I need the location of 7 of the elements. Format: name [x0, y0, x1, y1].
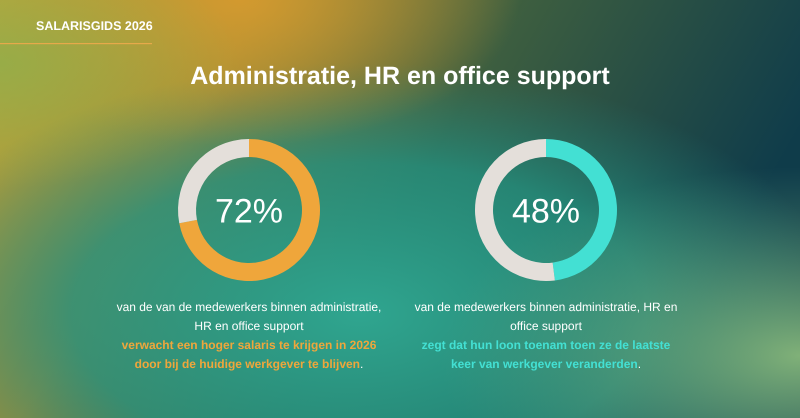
- text: Administratie, HR en office support: [189, 62, 611, 91]
- text: SALARISGIDS 2026: [36, 19, 153, 33]
- data-label: 48%: [512, 192, 580, 230]
- text: zegt dat hun loon toenam toen ze de laatste keer van werkgever veranderden.: [422, 338, 670, 371]
- text: verwacht een hoger salaris te krijgen in 2026 door bij de huidige werkgever te blijven.: [122, 338, 376, 371]
- donut-slice: [179, 139, 320, 281]
- data-label: 72%: [214, 192, 284, 230]
